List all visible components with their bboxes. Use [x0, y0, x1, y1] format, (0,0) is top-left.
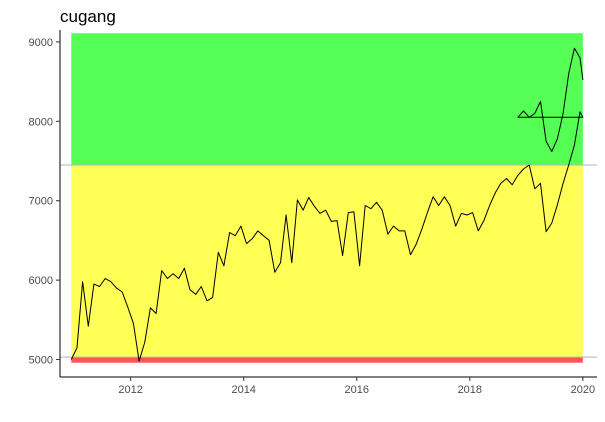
x-tick-label: 2020: [571, 384, 595, 396]
y-tick-label: 6000: [29, 275, 53, 287]
threshold-bands: [71, 33, 583, 363]
x-tick-label: 2014: [231, 384, 255, 396]
y-tick-label: 7000: [29, 196, 53, 208]
series-layer: [70, 47, 584, 362]
band-mid: [71, 164, 583, 358]
x-tick-label: 2018: [458, 384, 482, 396]
series-line-0: [70, 47, 584, 362]
x-tick-label: 2016: [345, 384, 369, 396]
y-tick-label: 8000: [29, 116, 53, 128]
y-tick-label: 5000: [29, 355, 53, 367]
x-tick-label: 2012: [118, 384, 142, 396]
chart-title: cugang: [60, 7, 116, 26]
axes: 5000 6000 7000 8000 9000 2012 2014 2016 2018 2020: [29, 30, 597, 396]
band-high: [71, 33, 583, 165]
y-tick-label: 9000: [29, 37, 53, 49]
reference-lines: [60, 164, 597, 358]
band-low: [71, 357, 583, 363]
